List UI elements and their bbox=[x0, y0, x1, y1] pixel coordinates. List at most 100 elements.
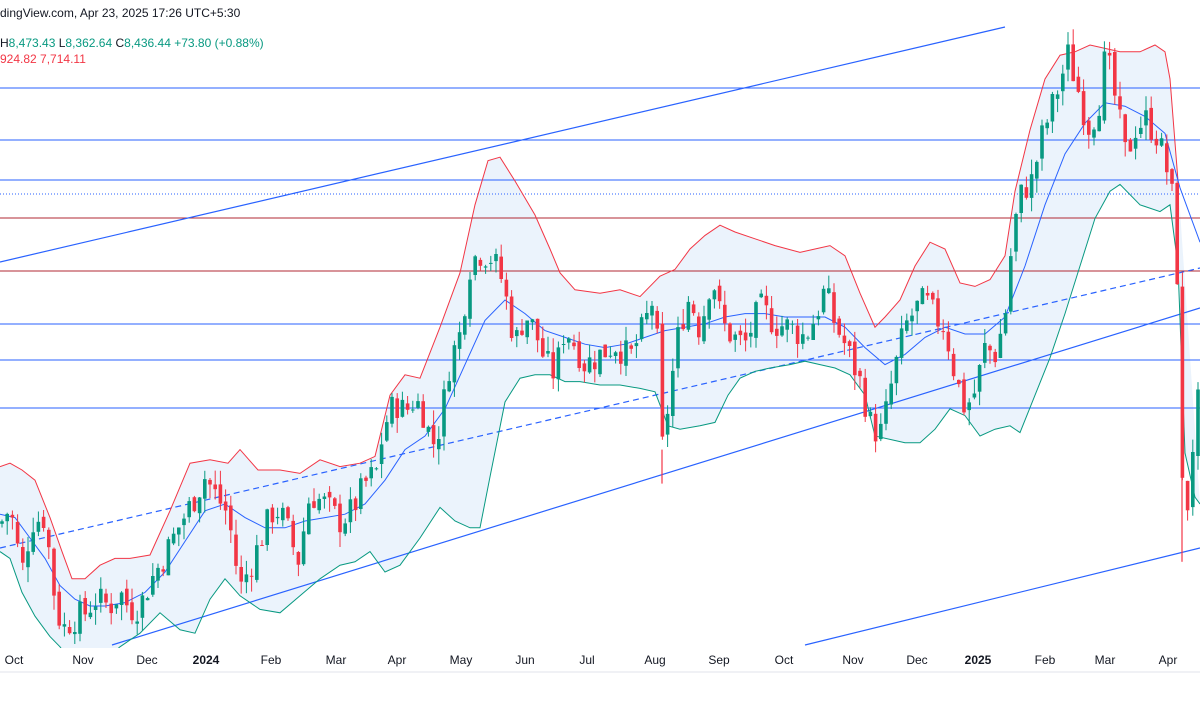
candle-body bbox=[405, 403, 410, 410]
candle bbox=[509, 290, 514, 342]
candle-body bbox=[660, 323, 665, 437]
candle bbox=[546, 336, 550, 358]
candle-body bbox=[260, 545, 264, 546]
candle-body bbox=[733, 334, 737, 340]
candle bbox=[962, 372, 966, 416]
high-label: H bbox=[0, 36, 9, 50]
candle bbox=[52, 547, 56, 610]
candle bbox=[853, 331, 857, 390]
candle-body bbox=[239, 567, 243, 582]
candle bbox=[759, 289, 763, 299]
candle bbox=[936, 289, 940, 334]
candle-body bbox=[816, 316, 821, 320]
candle-body bbox=[567, 338, 571, 343]
candle-body bbox=[1102, 51, 1107, 121]
time-axis-tick-dec: Dec bbox=[136, 653, 157, 667]
candle bbox=[1128, 138, 1133, 152]
candle-body bbox=[15, 521, 20, 544]
candle-body bbox=[1118, 96, 1122, 110]
candle bbox=[749, 321, 753, 348]
candle-body bbox=[983, 343, 987, 363]
candle bbox=[1196, 382, 1200, 470]
candle-body bbox=[639, 317, 644, 340]
candle-body bbox=[197, 497, 202, 514]
time-axis-tick-dec: Dec bbox=[906, 653, 927, 667]
candle bbox=[957, 379, 961, 388]
candle bbox=[920, 286, 925, 305]
candle-body bbox=[1019, 184, 1023, 213]
candle bbox=[213, 470, 217, 500]
candle-body bbox=[915, 300, 919, 312]
candle-body bbox=[1139, 127, 1143, 134]
candle-body bbox=[431, 425, 436, 445]
candle bbox=[504, 272, 509, 310]
candle-body bbox=[1097, 115, 1101, 132]
time-axis-tick-2024: 2024 bbox=[193, 653, 220, 667]
candle-body bbox=[920, 288, 925, 305]
candle bbox=[322, 493, 327, 509]
candle-body bbox=[681, 324, 685, 330]
candle bbox=[847, 339, 852, 358]
time-axis-tick-nov: Nov bbox=[842, 653, 863, 667]
candle-body bbox=[873, 413, 878, 442]
candle bbox=[405, 396, 410, 415]
candle-body bbox=[229, 505, 233, 531]
candle-body bbox=[624, 340, 628, 366]
candle bbox=[411, 400, 415, 413]
time-axis-tick-apr: Apr bbox=[388, 653, 407, 667]
candle bbox=[338, 494, 342, 547]
candle bbox=[463, 314, 467, 340]
candle bbox=[483, 264, 488, 274]
candle bbox=[577, 331, 581, 372]
candle-body bbox=[889, 383, 893, 405]
candle bbox=[931, 291, 935, 305]
candle-body bbox=[463, 316, 467, 335]
candle-body bbox=[130, 602, 134, 621]
candle-body bbox=[88, 612, 93, 618]
time-axis-tick-oct: Oct bbox=[5, 653, 24, 667]
candle-body bbox=[676, 327, 680, 369]
candle-body bbox=[192, 497, 197, 512]
candle-body bbox=[1128, 139, 1133, 152]
candle bbox=[374, 467, 379, 471]
candle-body bbox=[1076, 76, 1081, 92]
candle bbox=[192, 495, 197, 513]
candle bbox=[613, 350, 618, 364]
candle bbox=[489, 255, 493, 272]
candle bbox=[359, 473, 363, 515]
candle bbox=[203, 470, 207, 513]
candle bbox=[868, 407, 873, 419]
candle bbox=[629, 343, 633, 354]
candle bbox=[275, 507, 280, 525]
candle bbox=[229, 495, 233, 543]
candle-body bbox=[582, 363, 587, 372]
candle-body bbox=[1029, 174, 1034, 198]
candle-body bbox=[234, 534, 238, 566]
candle-body bbox=[483, 266, 488, 268]
candle-body bbox=[338, 503, 342, 533]
candle bbox=[114, 604, 119, 614]
candle bbox=[1180, 272, 1185, 481]
candle bbox=[473, 254, 477, 281]
candle-body bbox=[1165, 143, 1169, 173]
candle-body bbox=[598, 349, 602, 375]
candle bbox=[447, 371, 451, 393]
candle bbox=[187, 497, 191, 523]
candle bbox=[915, 300, 919, 324]
candlesticks bbox=[0, 29, 1200, 644]
candle-body bbox=[21, 547, 25, 563]
candle-body bbox=[556, 347, 561, 380]
candle bbox=[0, 519, 4, 528]
candle bbox=[234, 519, 238, 575]
candle bbox=[754, 300, 758, 348]
candle-body bbox=[603, 344, 607, 358]
candle-body bbox=[390, 396, 394, 424]
candle-body bbox=[1180, 286, 1185, 478]
candle-body bbox=[988, 345, 992, 351]
candle-body bbox=[442, 389, 446, 437]
candle bbox=[385, 415, 389, 442]
time-axis-tick-jun: Jun bbox=[515, 653, 534, 667]
time-axis-tick-nov: Nov bbox=[72, 653, 93, 667]
ohlc-readout: H8,473.43 L8,362.64 C8,436.44 +73.80 (+0… bbox=[0, 36, 264, 50]
